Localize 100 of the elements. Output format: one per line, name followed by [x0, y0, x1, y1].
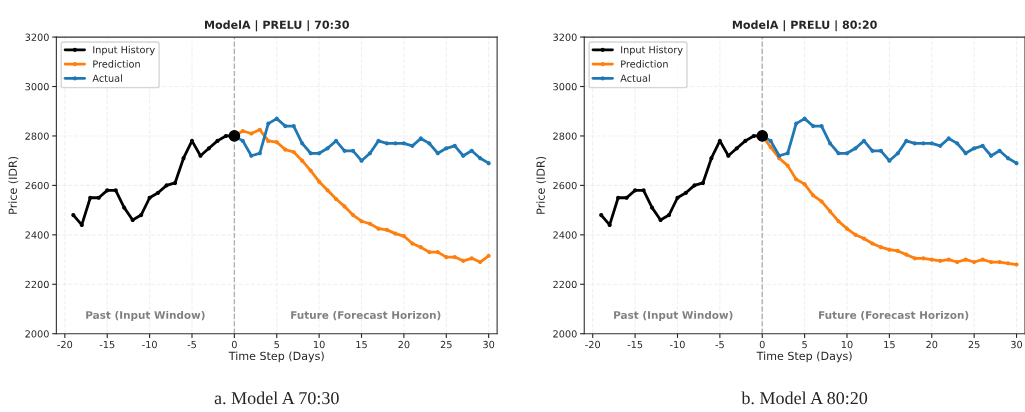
point: [844, 151, 850, 156]
point: [350, 148, 356, 153]
point: [836, 219, 841, 224]
x-tick-label: -5: [715, 340, 724, 349]
point: [1005, 156, 1011, 161]
point: [342, 148, 347, 153]
x-axis-title: Time Step (Days): [228, 351, 324, 363]
point: [461, 258, 466, 263]
point: [444, 255, 449, 260]
point: [972, 146, 977, 151]
point: [827, 141, 833, 146]
point: [633, 188, 638, 193]
point: [929, 257, 934, 262]
y-axis-title: Price (IDR): [536, 156, 547, 214]
point: [675, 195, 680, 200]
point: [71, 212, 76, 218]
y-tick-label: 3000: [25, 83, 49, 91]
x-tick-label: 20: [926, 340, 938, 349]
point: [240, 128, 245, 134]
point: [105, 188, 110, 193]
legend-label: Prediction: [621, 60, 668, 68]
annotation: Future (Forecast Horizon): [819, 310, 969, 321]
point: [469, 256, 474, 261]
point: [172, 180, 178, 186]
y-tick-label: 2600: [25, 181, 49, 190]
point: [649, 205, 655, 210]
x-tick-label: -15: [99, 340, 115, 349]
point: [853, 232, 858, 237]
point: [478, 156, 483, 161]
point: [435, 151, 440, 156]
point: [785, 151, 790, 156]
point: [1014, 262, 1019, 267]
point: [861, 236, 867, 241]
point: [895, 151, 900, 156]
y-tick-label: 3200: [25, 33, 49, 41]
y-tick-label: 2800: [553, 132, 577, 140]
point: [228, 130, 241, 142]
x-axis-title: Time Step (Days): [756, 351, 852, 363]
point: [756, 130, 769, 142]
y-tick-label: 3000: [553, 83, 577, 91]
point: [122, 205, 127, 210]
point: [794, 121, 799, 126]
y-tick-label: 2000: [25, 330, 49, 338]
point: [308, 151, 313, 156]
x-tick-label: 25: [968, 340, 980, 349]
point: [486, 253, 491, 258]
point: [989, 259, 994, 265]
point: [827, 209, 833, 214]
point: [266, 121, 271, 126]
point: [980, 143, 985, 148]
point: [955, 141, 960, 146]
point: [1014, 161, 1019, 166]
point: [334, 138, 339, 143]
point: [79, 222, 84, 228]
point: [878, 245, 883, 250]
x-tick-label: 10: [841, 340, 853, 349]
point: [929, 141, 934, 146]
chart-title: ModelA | PRELU | 70:30: [205, 20, 349, 32]
x-tick-label: -20: [585, 340, 601, 349]
point: [616, 195, 621, 200]
point: [189, 138, 195, 143]
point: [486, 161, 491, 166]
annotation: Past (Input Window): [86, 310, 205, 321]
point: [844, 226, 850, 231]
point: [624, 195, 629, 200]
point: [139, 212, 144, 218]
x-tick-label: 20: [398, 340, 410, 349]
point: [461, 153, 466, 158]
point: [283, 147, 288, 152]
point: [768, 145, 773, 150]
point: [274, 140, 279, 145]
point: [912, 141, 917, 146]
point: [921, 256, 926, 261]
point: [206, 146, 212, 151]
point: [291, 123, 296, 129]
point: [418, 245, 423, 250]
point: [334, 196, 339, 202]
x-tick-label: -10: [142, 340, 157, 349]
point: [599, 212, 604, 218]
x-tick-label: 0: [231, 340, 237, 349]
point: [88, 195, 93, 200]
point: [938, 143, 943, 148]
point: [955, 259, 960, 265]
point: [478, 259, 483, 265]
point: [359, 219, 364, 224]
y-tick-label: 2600: [553, 181, 577, 190]
y-tick-label: 2200: [553, 280, 577, 289]
point: [401, 233, 406, 239]
point: [751, 133, 756, 139]
point: [811, 193, 816, 198]
x-tick-label: 5: [802, 340, 807, 349]
point: [257, 151, 262, 156]
point: [384, 141, 390, 146]
point: [156, 190, 161, 195]
legend-label: Prediction: [93, 60, 140, 68]
point: [325, 146, 330, 151]
text: b. Model A 80:20: [741, 391, 868, 405]
point: [743, 138, 748, 143]
x-tick-label: -10: [670, 340, 685, 349]
point: [266, 138, 271, 143]
